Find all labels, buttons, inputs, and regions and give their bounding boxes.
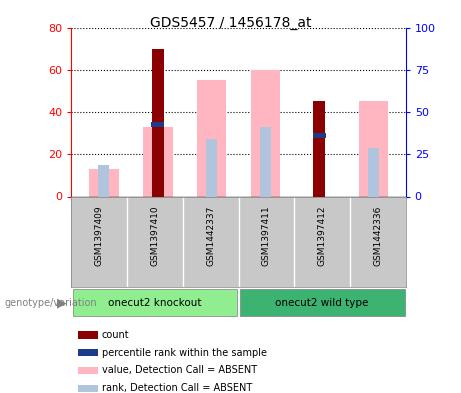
Bar — [152, 49, 164, 196]
Bar — [313, 132, 326, 138]
Bar — [78, 349, 98, 356]
Bar — [206, 140, 217, 196]
Text: GSM1397410: GSM1397410 — [150, 206, 160, 266]
Bar — [197, 80, 226, 196]
Text: GSM1442336: GSM1442336 — [373, 206, 382, 266]
Bar — [313, 101, 325, 196]
Text: percentile rank within the sample: percentile rank within the sample — [101, 348, 266, 358]
Bar — [368, 148, 378, 196]
Text: onecut2 knockout: onecut2 knockout — [108, 298, 202, 308]
Text: GSM1397412: GSM1397412 — [318, 206, 327, 266]
Bar — [78, 367, 98, 374]
Bar — [78, 331, 98, 338]
Text: GDS5457 / 1456178_at: GDS5457 / 1456178_at — [150, 16, 311, 30]
Bar — [251, 70, 280, 196]
Text: genotype/variation: genotype/variation — [5, 298, 97, 308]
Text: GSM1397409: GSM1397409 — [95, 206, 104, 266]
Bar — [143, 127, 172, 196]
Bar — [240, 289, 405, 316]
Bar — [359, 101, 388, 196]
Bar — [78, 384, 98, 391]
Bar — [260, 127, 271, 196]
Text: rank, Detection Call = ABSENT: rank, Detection Call = ABSENT — [101, 383, 252, 393]
Bar — [72, 289, 237, 316]
Bar — [89, 169, 118, 196]
Bar — [99, 165, 109, 196]
Text: ▶: ▶ — [57, 296, 67, 309]
Text: onecut2 wild type: onecut2 wild type — [275, 298, 369, 308]
Text: GSM1397411: GSM1397411 — [262, 206, 271, 266]
Text: count: count — [101, 330, 129, 340]
Text: GSM1442337: GSM1442337 — [206, 206, 215, 266]
Text: value, Detection Call = ABSENT: value, Detection Call = ABSENT — [101, 365, 257, 375]
Bar — [151, 122, 164, 127]
